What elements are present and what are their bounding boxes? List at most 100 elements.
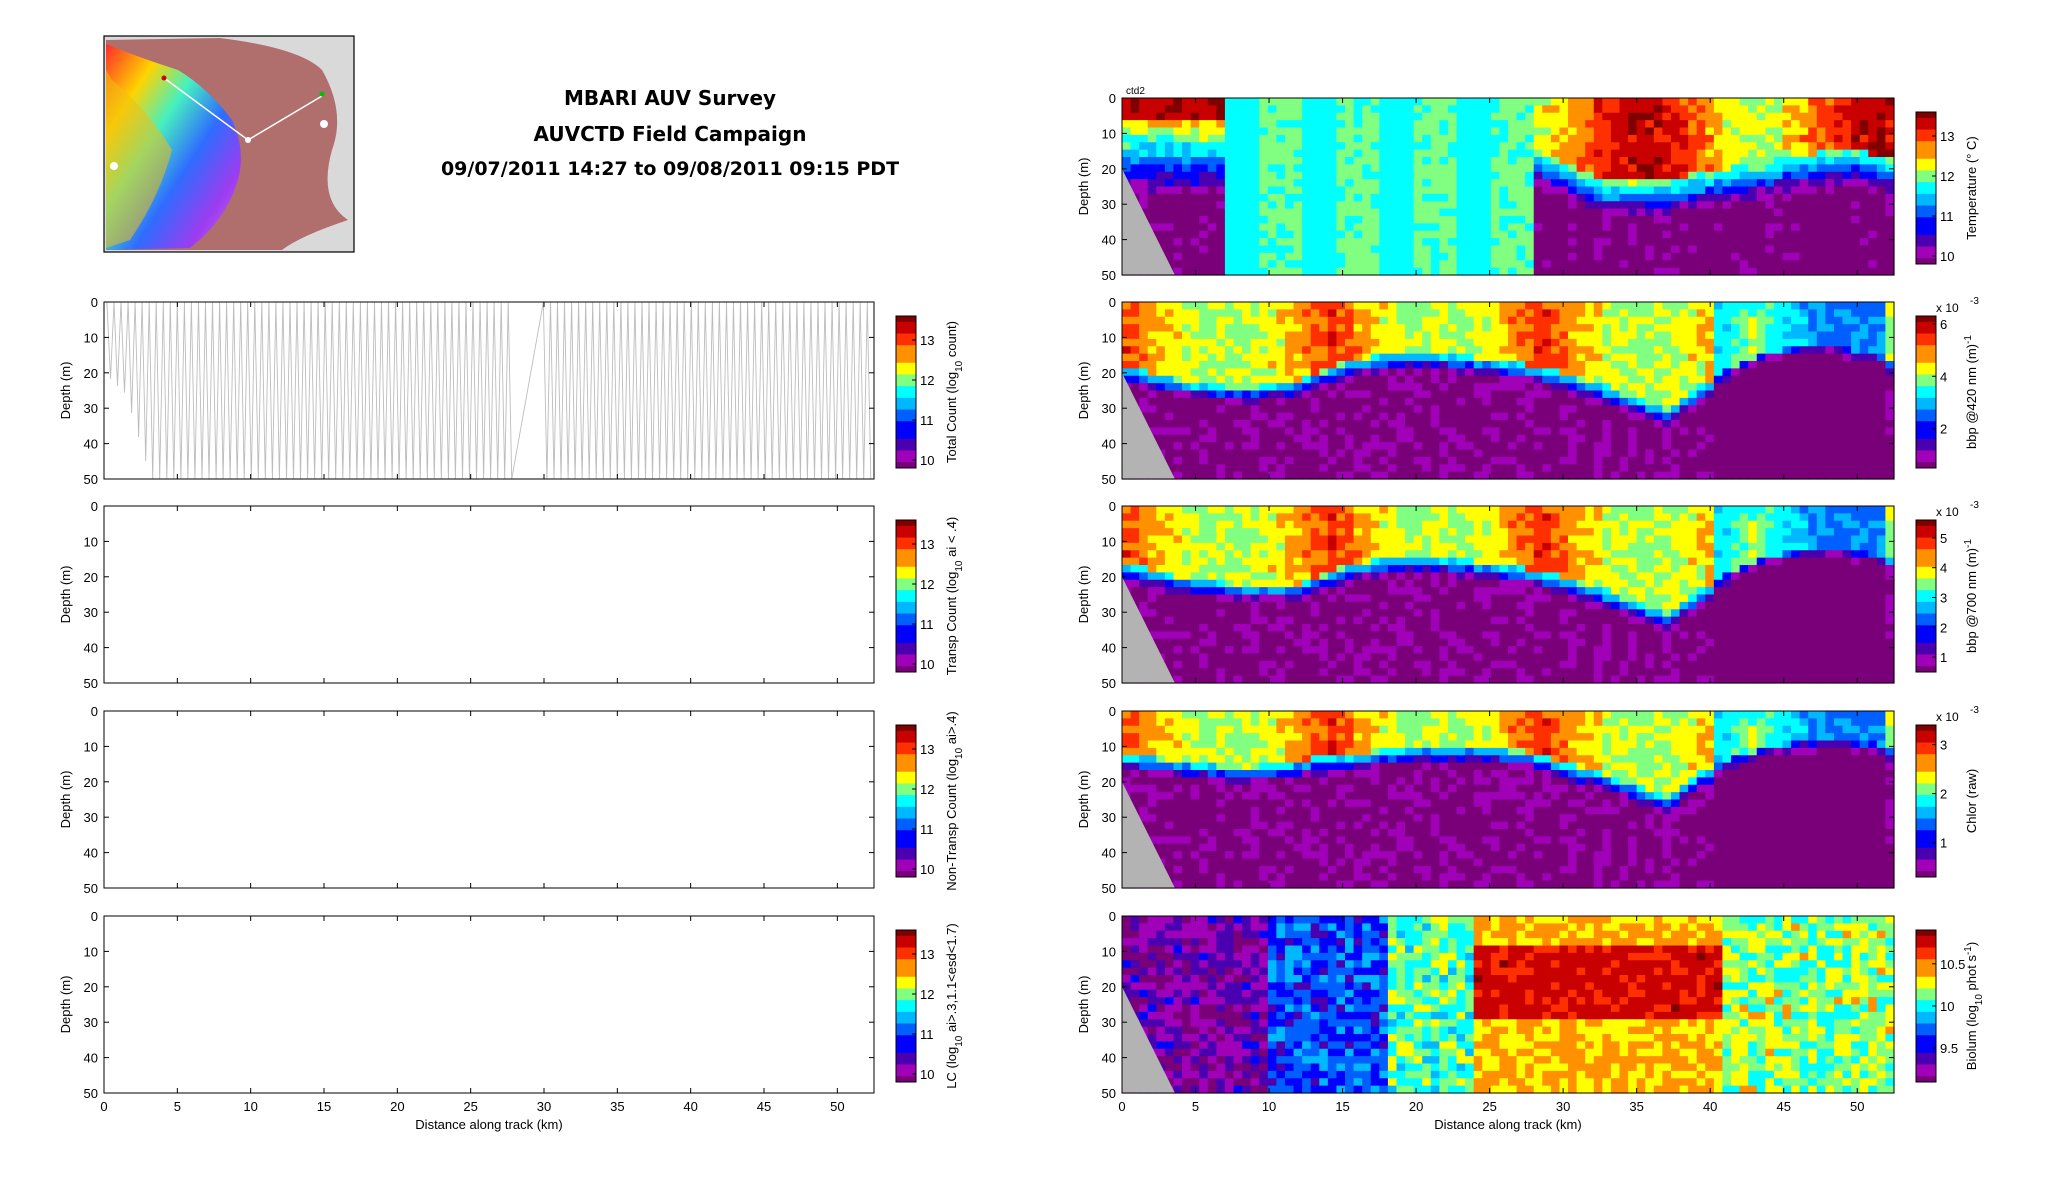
colorbar-tick: 10 xyxy=(1940,249,1954,264)
xtick-label: 30 xyxy=(537,1099,551,1114)
ylabel: Depth (m) xyxy=(1076,158,1091,216)
ytick-label: 10 xyxy=(1102,739,1116,754)
colorbar-tick: 10 xyxy=(920,657,934,672)
colorbar-label: Chlor (raw) xyxy=(1964,769,1979,833)
ytick-label: 50 xyxy=(1102,472,1116,487)
xtick-label: 50 xyxy=(830,1099,844,1114)
panel-total-count: Total Count (log10 count) xyxy=(103,301,965,480)
colorbar-label: Biolum (log10 phot s-1) xyxy=(1963,942,1985,1070)
colorbar-tick: 12 xyxy=(920,373,934,388)
panel-bbp700: bbp @700 nm (m)-1 xyxy=(1121,505,1979,684)
colorbar-label: Transp Count (log10 ai < .4) xyxy=(944,517,965,675)
ytick-label: 30 xyxy=(84,401,98,416)
colorbar-frame xyxy=(1915,111,1937,265)
ytick-label: 40 xyxy=(84,846,98,861)
panel-nontransp-count: Non-Transp Count (log10 ai>.4) xyxy=(103,710,965,891)
colorbar-tick: 11 xyxy=(920,1027,934,1042)
xtick-label: 10 xyxy=(243,1099,257,1114)
plot-frame xyxy=(103,710,875,889)
ytick-label: 0 xyxy=(1109,704,1116,719)
colorbar-tick: 11 xyxy=(920,617,934,632)
colorbar-tick: 12 xyxy=(1940,169,1954,184)
colorbar-tick: 2 xyxy=(1940,787,1947,802)
corner-label: ctd2 xyxy=(1126,86,1145,97)
colorbar-label: Total Count (log10 count) xyxy=(944,321,965,463)
panel-bbp420: bbp @420 nm (m)-1 xyxy=(1121,301,1979,480)
ytick-label: 20 xyxy=(84,366,98,381)
bathymetry-wedge xyxy=(1122,781,1175,888)
ytick-label: 50 xyxy=(84,881,98,896)
colorbar-frame xyxy=(895,929,917,1083)
ytick-label: 30 xyxy=(1102,1015,1116,1030)
ytick-label: 30 xyxy=(84,1015,98,1030)
colorbar-tick: 12 xyxy=(920,782,934,797)
ytick-label: 0 xyxy=(1109,499,1116,514)
colorbar-exponent: x 10 xyxy=(1936,710,1959,724)
xtick-label: 20 xyxy=(1409,1099,1423,1114)
ytick-label: 20 xyxy=(1102,570,1116,585)
panel-biolum: Biolum (log10 phot s-1) xyxy=(1121,915,1985,1094)
ylabel: Depth (m) xyxy=(1076,976,1091,1034)
xtick-label: 5 xyxy=(1192,1099,1199,1114)
ytick-label: 0 xyxy=(91,704,98,719)
figure-title-line2: AUVCTD Field Campaign xyxy=(533,122,807,146)
colorbar-tick: 11 xyxy=(920,413,934,428)
colorbar-tick: 4 xyxy=(1940,369,1947,384)
yo-trace xyxy=(106,301,872,480)
xtick-label: 40 xyxy=(683,1099,697,1114)
ylabel: Depth (m) xyxy=(58,976,73,1034)
colorbar-tick: 12 xyxy=(920,987,934,1002)
colorbar-label: Temperature (° C) xyxy=(1964,136,1979,239)
ylabel: Depth (m) xyxy=(1076,566,1091,624)
ytick-label: 30 xyxy=(84,810,98,825)
colorbar-tick: 10.5 xyxy=(1940,957,1965,972)
xlabel: Distance along track (km) xyxy=(415,1117,562,1132)
xtick-label: 45 xyxy=(1776,1099,1790,1114)
ytick-label: 10 xyxy=(1102,534,1116,549)
colorbar-tick: 3 xyxy=(1940,738,1947,753)
xtick-label: 10 xyxy=(1262,1099,1276,1114)
colorbar-tick: 13 xyxy=(920,742,934,757)
plot-frame xyxy=(1121,915,1895,1094)
colorbar-tick: 10 xyxy=(920,862,934,877)
ytick-label: 40 xyxy=(84,1051,98,1066)
ytick-label: 0 xyxy=(91,295,98,310)
ytick-label: 40 xyxy=(1102,641,1116,656)
ylabel: Depth (m) xyxy=(58,362,73,420)
colorbar-exponent: x 10 xyxy=(1936,301,1959,315)
ytick-label: 20 xyxy=(1102,366,1116,381)
ytick-label: 20 xyxy=(84,775,98,790)
plot-frame xyxy=(103,505,875,684)
colorbar-frame xyxy=(895,724,917,878)
colorbar-frame xyxy=(1915,315,1937,469)
colorbar-exponent-power: -3 xyxy=(1970,500,1979,511)
ytick-label: 0 xyxy=(1109,295,1116,310)
ytick-label: 50 xyxy=(1102,268,1116,283)
ytick-label: 10 xyxy=(1102,330,1116,345)
ytick-label: 0 xyxy=(91,499,98,514)
ytick-label: 40 xyxy=(84,437,98,452)
colorbar-tick: 3 xyxy=(1940,590,1947,605)
ytick-label: 10 xyxy=(84,534,98,549)
xtick-label: 20 xyxy=(390,1099,404,1114)
plot-frame xyxy=(1121,97,1895,276)
plot-frame xyxy=(1121,301,1895,480)
ytick-label: 10 xyxy=(84,739,98,754)
ytick-label: 30 xyxy=(1102,810,1116,825)
colorbar-exponent-power: -3 xyxy=(1970,296,1979,307)
xlabel: Distance along track (km) xyxy=(1434,1117,1581,1132)
colorbar-tick: 13 xyxy=(920,947,934,962)
xtick-label: 5 xyxy=(174,1099,181,1114)
ytick-label: 30 xyxy=(1102,605,1116,620)
ytick-label: 10 xyxy=(1102,944,1116,959)
colorbar-tick: 10 xyxy=(920,1067,934,1082)
xtick-label: 30 xyxy=(1556,1099,1570,1114)
ytick-label: 30 xyxy=(1102,401,1116,416)
xtick-label: 45 xyxy=(757,1099,771,1114)
ylabel: Depth (m) xyxy=(58,771,73,829)
plot-frame xyxy=(1121,505,1895,684)
colorbar-frame xyxy=(895,315,917,469)
ytick-label: 40 xyxy=(1102,846,1116,861)
panel-temperature: Temperature (° C) xyxy=(1121,97,1979,276)
